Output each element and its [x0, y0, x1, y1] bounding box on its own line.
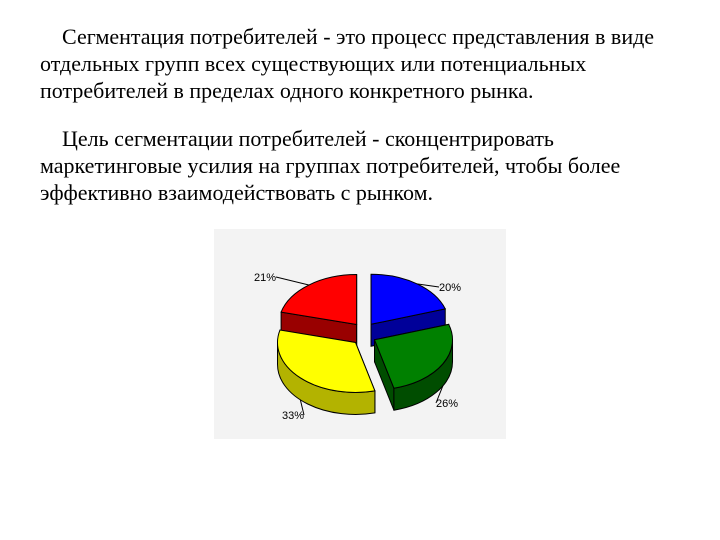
paragraph-1: Сегментация потребителей - это процесс п…	[40, 24, 680, 104]
slide: Сегментация потребителей - это процесс п…	[0, 0, 720, 540]
pie-slice-label: 21%	[254, 272, 276, 284]
pie-chart-svg: 20% 26% 33% 21%	[214, 229, 506, 439]
paragraph-2: Цель сегментации потребителей - сконцент…	[40, 126, 680, 206]
pie-slice-label: 26%	[436, 398, 458, 410]
pie-slice-label: 20%	[439, 282, 461, 294]
pie-chart: 20% 26% 33% 21%	[214, 229, 506, 439]
pie-slice-label: 33%	[282, 410, 304, 422]
